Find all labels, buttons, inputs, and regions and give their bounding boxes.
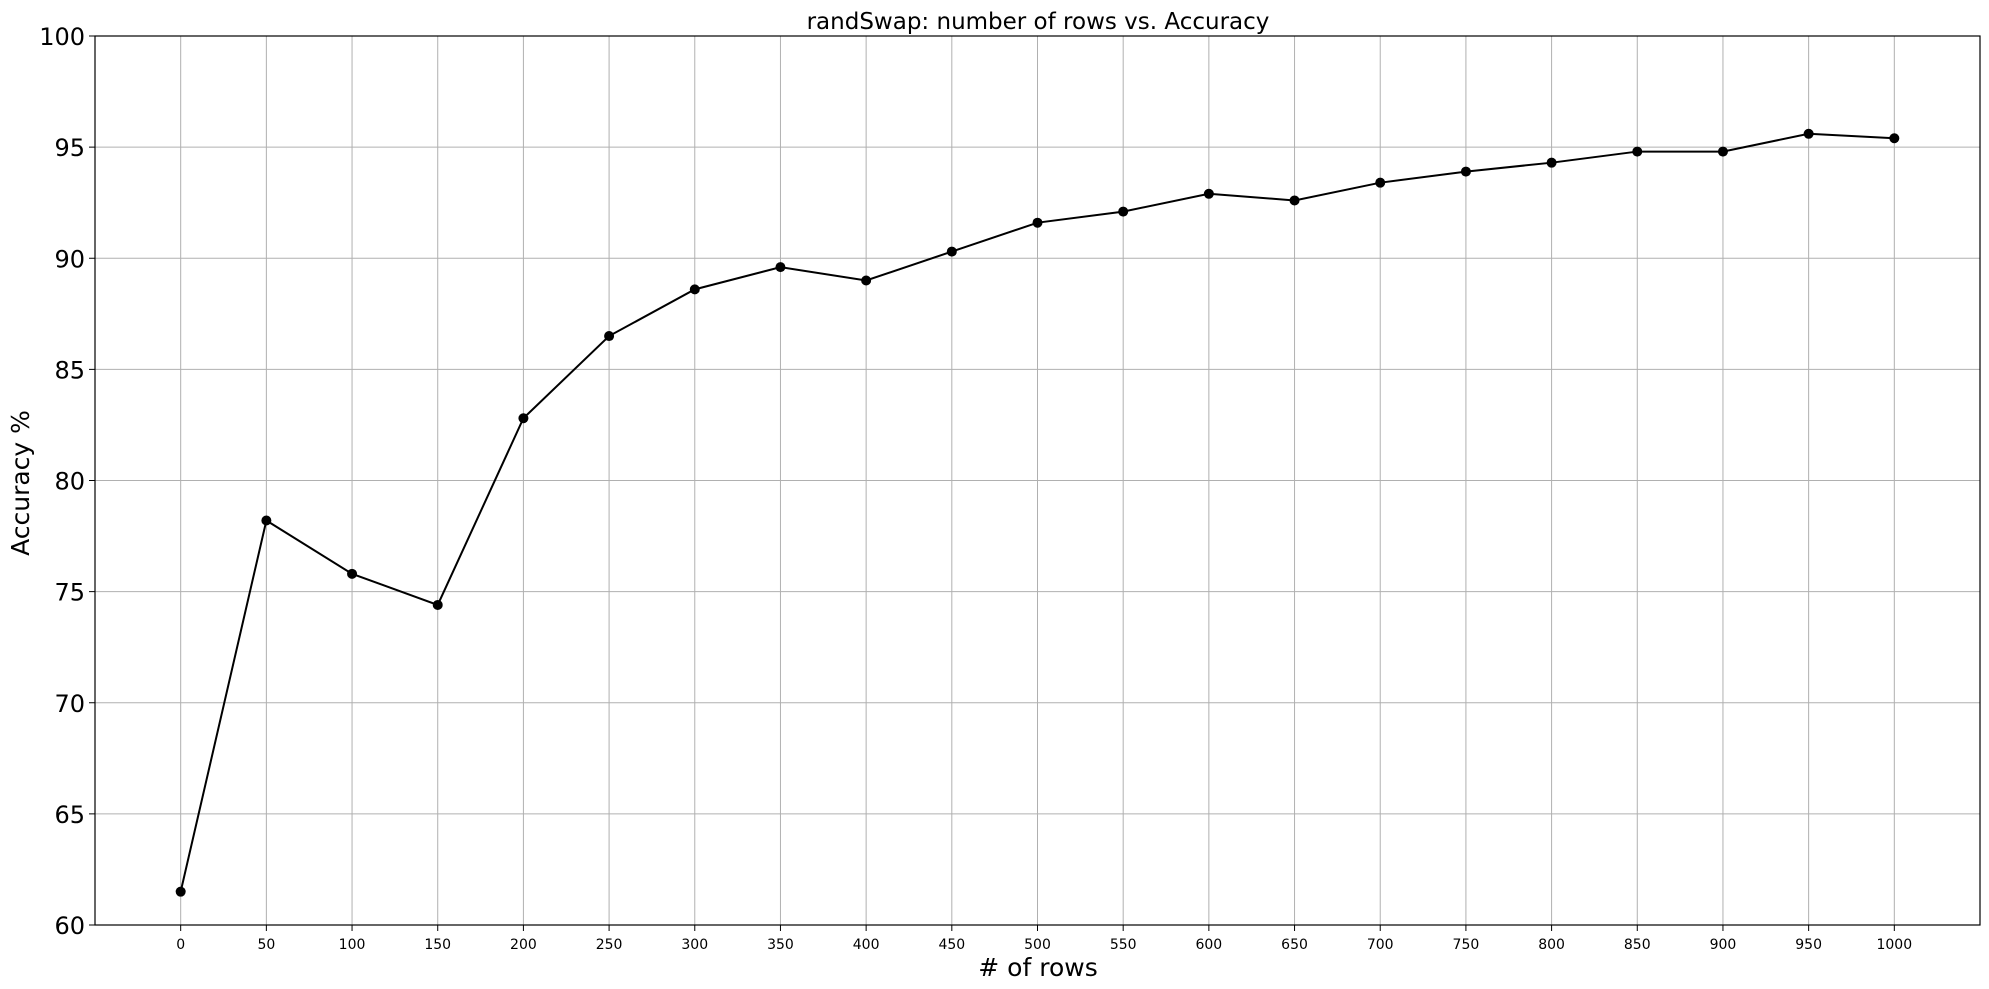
x-tick-label: 300 — [681, 937, 708, 953]
y-tick-label: 65 — [54, 801, 85, 829]
data-point — [689, 284, 700, 295]
x-tick-label: 200 — [510, 937, 537, 953]
y-tick-label: 70 — [54, 690, 85, 718]
x-tick-label: 250 — [596, 937, 623, 953]
x-tick-label: 0 — [176, 937, 185, 953]
x-tick-label: 850 — [1624, 937, 1651, 953]
data-point — [261, 515, 272, 526]
data-point — [1289, 195, 1300, 206]
grid-lines — [95, 35, 1980, 926]
x-axis-label: # of rows — [978, 953, 1097, 982]
data-point — [175, 886, 186, 897]
x-tick-label: 600 — [1195, 937, 1222, 953]
data-point — [1717, 146, 1728, 157]
x-tick-label: 750 — [1453, 937, 1480, 953]
data-point — [1203, 188, 1214, 199]
data-point — [518, 413, 529, 424]
y-tick-label: 90 — [54, 245, 85, 273]
x-tick-label: 950 — [1795, 937, 1822, 953]
data-point — [347, 568, 358, 579]
y-tick-label: 95 — [54, 134, 85, 162]
x-tick-label: 150 — [424, 937, 451, 953]
x-tick-label: 50 — [257, 937, 275, 953]
data-point — [1375, 177, 1386, 188]
data-point — [1546, 157, 1557, 168]
y-tick-label: 75 — [54, 579, 85, 607]
x-tick-label: 550 — [1110, 937, 1137, 953]
data-point — [1889, 133, 1900, 144]
data-point — [861, 275, 872, 286]
x-tick-label: 400 — [853, 937, 880, 953]
y-tick-label: 100 — [39, 23, 85, 51]
x-tick-label: 1000 — [1876, 937, 1912, 953]
series-layer — [175, 128, 1900, 897]
data-point — [432, 599, 443, 610]
x-tick-label: 900 — [1710, 937, 1737, 953]
data-point — [1460, 166, 1471, 177]
chart-title: randSwap: number of rows vs. Accuracy — [807, 9, 1270, 35]
data-point — [1803, 128, 1814, 139]
data-point — [946, 246, 957, 257]
data-point — [1032, 217, 1043, 228]
x-tick-label: 450 — [938, 937, 965, 953]
x-tick-label: 100 — [339, 937, 366, 953]
x-tick-label: 650 — [1281, 937, 1308, 953]
y-axis-label: Accuracy % — [6, 410, 35, 556]
x-tick-label: 800 — [1538, 937, 1565, 953]
data-point — [604, 331, 615, 342]
y-tick-label: 60 — [54, 912, 85, 940]
data-point — [1118, 206, 1129, 217]
x-tick-label: 700 — [1367, 937, 1394, 953]
y-tick-label: 85 — [54, 356, 85, 384]
x-tick-label: 350 — [767, 937, 794, 953]
y-tick-label: 80 — [54, 468, 85, 496]
x-tick-label: 500 — [1024, 937, 1051, 953]
data-point — [1632, 146, 1643, 157]
data-point — [775, 262, 786, 273]
axis-ticks: 0 50 100 150 200 250 300 350 400 450 500 550 600 650 7… — [39, 23, 1912, 953]
plot-frame — [94, 35, 1981, 926]
